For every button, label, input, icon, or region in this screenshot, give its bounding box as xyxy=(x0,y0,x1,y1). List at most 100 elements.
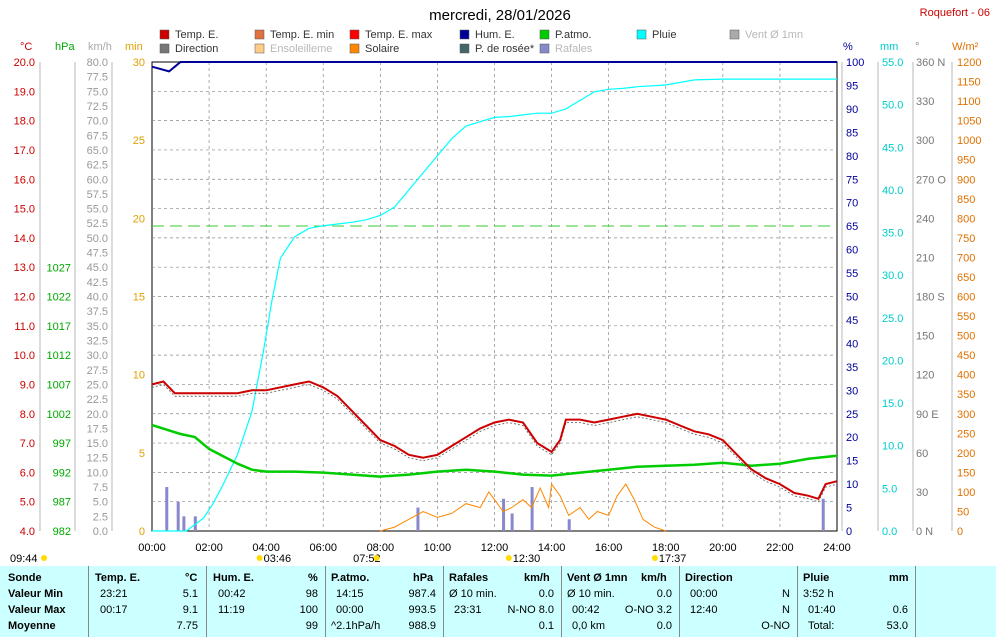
stats-header-rafales-unit: km/h xyxy=(524,572,550,584)
tick-label-humidity: 55 xyxy=(846,268,858,280)
tick-label-humidity: 85 xyxy=(846,127,858,139)
tick-label-solar: 0 xyxy=(957,526,963,538)
x-axis: 00:00 02:00 04:00 06:00 08:00 10:00 12:00 14:00… xyxy=(138,542,851,554)
stats-pluie-value: 0.6 xyxy=(892,604,908,616)
tick-label-humidity: 30 xyxy=(846,385,858,397)
tick-label-solar: 900 xyxy=(957,174,975,186)
tick-label-solar: 750 xyxy=(957,233,975,245)
legend-label: Temp. E. min xyxy=(270,29,334,41)
tick-label-pressure: 997 xyxy=(53,438,71,450)
tick-label-wind: 15.0 xyxy=(87,438,108,450)
tick-label-humidity: 45 xyxy=(846,315,858,327)
tick-label-temp: 7.0 xyxy=(20,438,35,450)
legend-swatch xyxy=(349,29,360,40)
column-divider xyxy=(797,566,798,637)
tick-label-humidity: 75 xyxy=(846,174,858,186)
tick-label-wind: 57.5 xyxy=(87,189,108,201)
tick-label-temp: 12.0 xyxy=(14,292,35,304)
tick-label-humidity: 40 xyxy=(846,338,858,350)
tick-label-humidity: 35 xyxy=(846,362,858,374)
stats-direction-time: 12:40 xyxy=(690,604,718,616)
tick-label-pressure: 1007 xyxy=(47,380,71,392)
legend-label: Ensoleilleme xyxy=(270,43,332,55)
stats-header-temp-unit: °C xyxy=(185,572,198,584)
tick-label-sun: 10 xyxy=(133,370,145,382)
tick-label-wind: 10.0 xyxy=(87,467,108,479)
tick-label-time: 22:00 xyxy=(766,542,794,554)
tick-label-direction: 30 xyxy=(916,487,928,499)
marker-dot-moonset xyxy=(256,555,263,561)
tick-label-solar: 200 xyxy=(957,448,975,460)
tick-label-time: 18:00 xyxy=(652,542,680,554)
marker-time-sunrise: 07:52 xyxy=(353,553,381,565)
tick-label-rain: 45.0 xyxy=(882,142,903,154)
tick-label-solar: 850 xyxy=(957,194,975,206)
tick-label-wind: 75.0 xyxy=(87,86,108,98)
tick-label-rain: 10.0 xyxy=(882,441,903,453)
tick-label-wind: 52.5 xyxy=(87,218,108,230)
stats-row-max: Valeur Max 00:17 9.1 11:19 100 00:00 993… xyxy=(0,604,996,620)
tick-label-solar: 450 xyxy=(957,350,975,362)
tick-label-temp: 19.0 xyxy=(14,86,35,98)
tick-label-wind: 30.0 xyxy=(87,350,108,362)
tick-label-temp: 15.0 xyxy=(14,204,35,216)
legend: Temp. E. Temp. E. min Temp. E. max Hum. E. P… xyxy=(159,29,803,55)
tick-label-time: 00:00 xyxy=(138,542,166,554)
stats-direction-value: O-NO xyxy=(761,620,790,632)
column-divider xyxy=(443,566,444,637)
tick-label-temp: 18.0 xyxy=(14,116,35,128)
right-axes: 0 5 10 15 20 25 30 35 40 45 50 55 60 65 70 75 80 85 90 95 10… xyxy=(841,57,981,538)
tick-label-solar: 1050 xyxy=(957,116,981,128)
legend-swatch xyxy=(159,29,170,40)
station-name: Roquefort - 06 xyxy=(920,7,990,19)
stats-rafales-value: 0.0 xyxy=(538,588,554,600)
chart-marks xyxy=(151,61,838,532)
chart-title: mercredi, 28/01/2026 xyxy=(429,7,571,24)
unit-label: °C xyxy=(20,41,32,53)
tick-label-direction: 270 O xyxy=(916,174,946,186)
series-line-dewpoint xyxy=(151,384,838,503)
tick-label-wind: 55.0 xyxy=(87,204,108,216)
tick-label-wind: 45.0 xyxy=(87,262,108,274)
tick-label-temp: 6.0 xyxy=(20,467,35,479)
legend-swatch xyxy=(636,29,647,40)
legend-label: Temp. E. max xyxy=(365,29,433,41)
tick-label-solar: 600 xyxy=(957,292,975,304)
stats-row-label: Valeur Min xyxy=(8,588,64,600)
tick-label-direction: 180 S xyxy=(916,292,945,304)
stats-vent-time: Ø 10 min. xyxy=(567,588,615,600)
stats-pluie-value: 53.0 xyxy=(886,620,908,632)
tick-label-humidity: 25 xyxy=(846,409,858,421)
tick-label-solar: 250 xyxy=(957,428,975,440)
tick-label-rain: 15.0 xyxy=(882,398,903,410)
tick-label-rain: 55.0 xyxy=(882,57,903,69)
column-divider xyxy=(206,566,207,637)
column-divider xyxy=(915,566,916,637)
tick-label-temp: 20.0 xyxy=(14,57,35,69)
unit-label: % xyxy=(843,41,853,53)
legend-label: Hum. E. xyxy=(475,29,515,41)
gust-bar xyxy=(567,519,571,531)
tick-label-temp: 17.0 xyxy=(14,145,35,157)
stats-direction-value: N xyxy=(782,604,790,616)
tick-label-solar: 150 xyxy=(957,467,975,479)
tick-label-time: 08:00 xyxy=(367,542,395,554)
tick-label-solar: 700 xyxy=(957,252,975,264)
legend-swatch xyxy=(254,29,265,40)
stats-rafales-time: Ø 10 min. xyxy=(449,588,497,600)
tick-label-rain: 0.0 xyxy=(882,526,897,538)
unit-label: hPa xyxy=(55,41,75,53)
tick-label-rain: 35.0 xyxy=(882,228,903,240)
tick-label-temp: 5.0 xyxy=(20,497,35,509)
stats-hum-time: 00:42 xyxy=(218,588,246,600)
grid-lines xyxy=(152,62,837,531)
gust-bar xyxy=(182,516,186,531)
tick-label-wind: 27.5 xyxy=(87,365,108,377)
tick-label-humidity: 95 xyxy=(846,80,858,92)
tick-label-wind: 62.5 xyxy=(87,160,108,172)
tick-label-wind: 60.0 xyxy=(87,174,108,186)
tick-label-pressure: 982 xyxy=(53,526,71,538)
stats-header-hum-unit: % xyxy=(308,572,318,584)
tick-label-sun: 25 xyxy=(133,135,145,147)
tick-label-wind: 80.0 xyxy=(87,57,108,69)
